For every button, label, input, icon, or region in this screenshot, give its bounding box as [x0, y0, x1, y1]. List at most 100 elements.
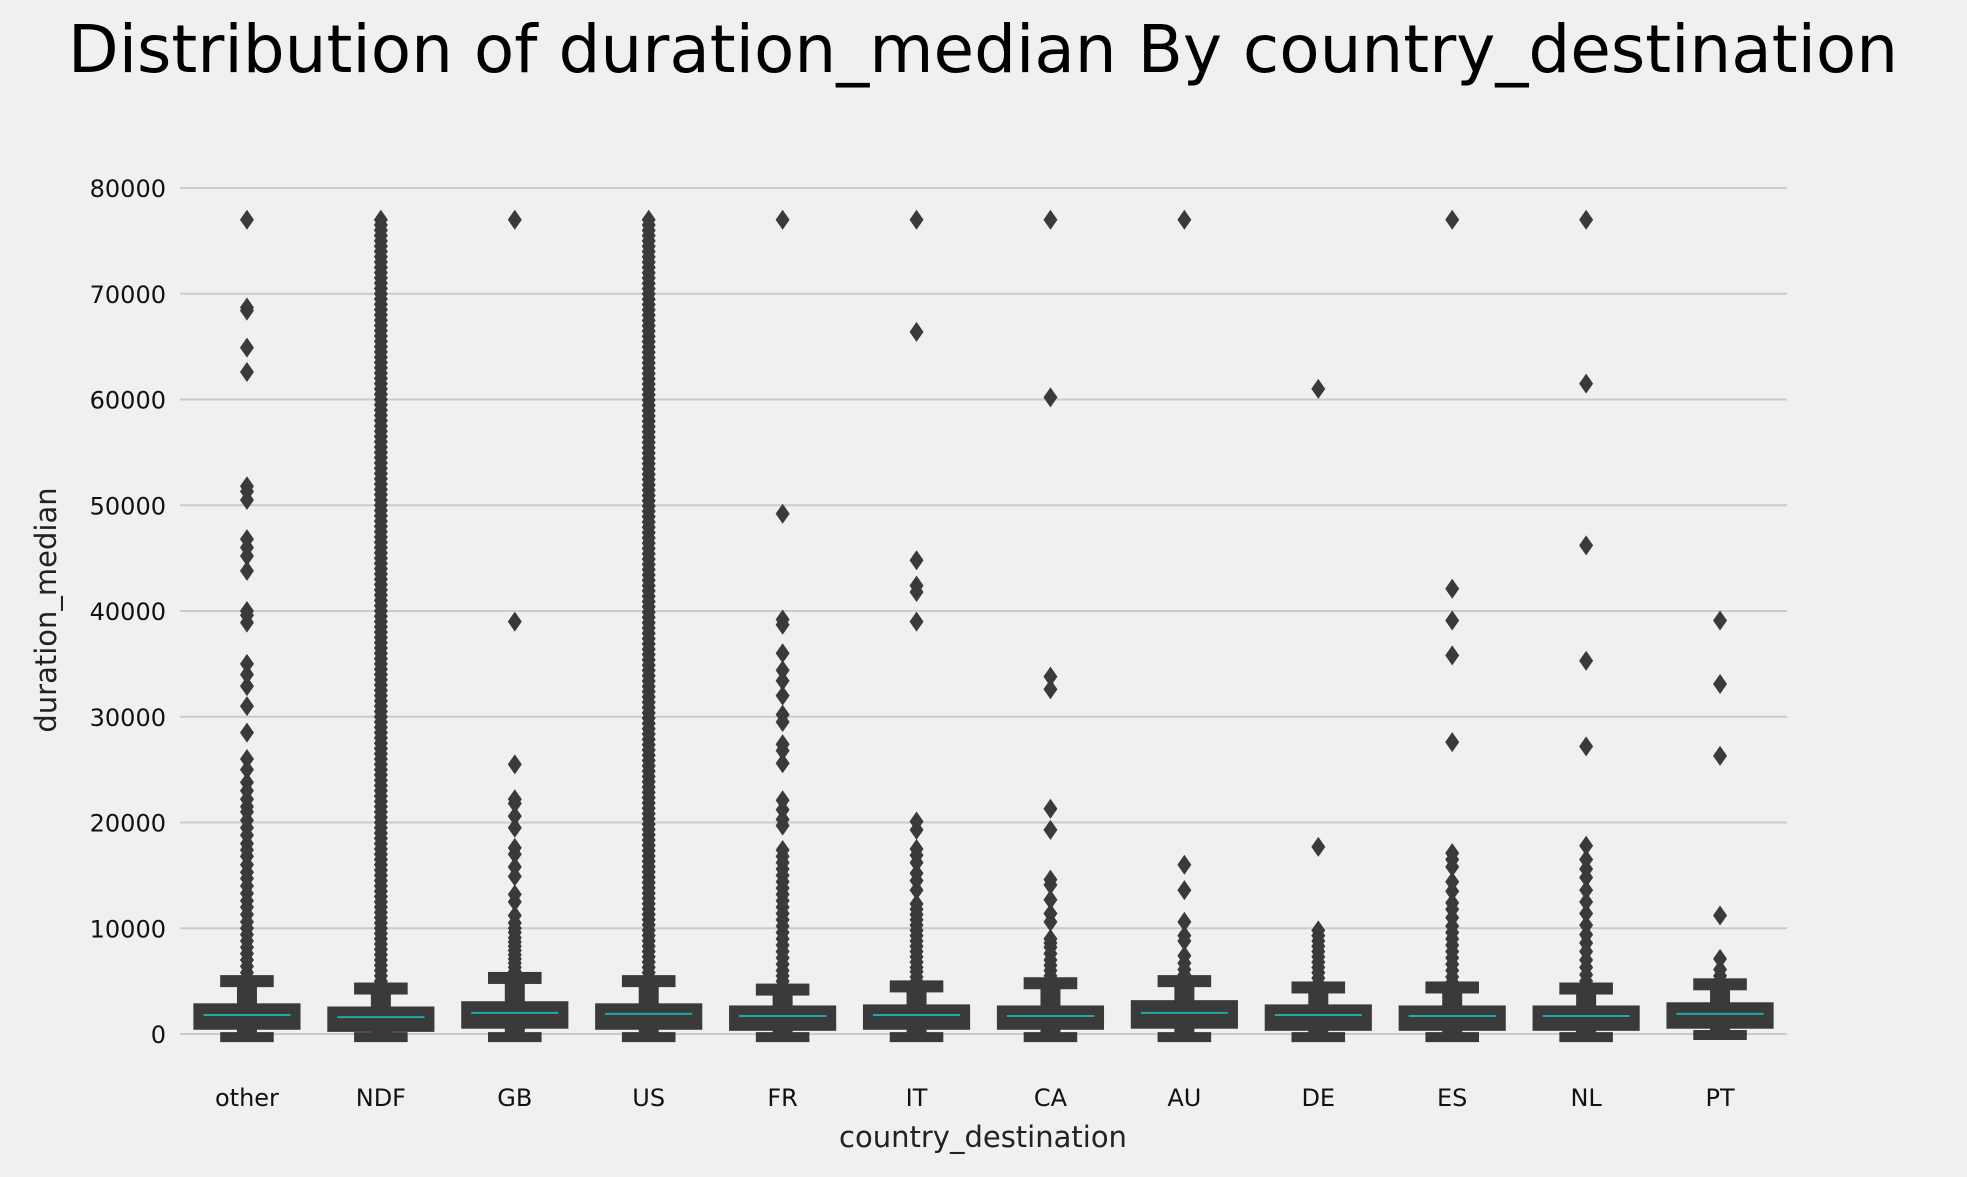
outlier-point — [507, 817, 522, 838]
outlier-point — [373, 209, 388, 230]
iqr-box — [1398, 1005, 1506, 1031]
outlier-point — [775, 670, 790, 691]
outlier-point — [1445, 732, 1460, 753]
outlier-point — [239, 362, 254, 383]
outlier-point — [507, 891, 522, 912]
outlier-point — [1713, 745, 1728, 766]
box-ndf — [327, 209, 435, 1043]
outlier-point — [909, 819, 924, 840]
outlier-point — [909, 550, 924, 571]
outlier-point — [1579, 535, 1594, 556]
whisker-cap-bottom — [1559, 1032, 1613, 1043]
outlier-point — [507, 754, 522, 775]
outlier-point — [909, 321, 924, 342]
iqr-box — [1130, 1000, 1238, 1029]
outlier-point — [507, 866, 522, 887]
outlier-point — [1177, 911, 1192, 932]
outlier-point — [775, 753, 790, 774]
outlier-point — [239, 676, 254, 697]
y-tick-label: 80000 — [90, 175, 166, 203]
whisker-cap-top — [1425, 981, 1479, 994]
x-tick-label: CA — [1034, 1084, 1068, 1112]
outlier-point — [239, 337, 254, 358]
whisker-cap-bottom — [755, 1032, 810, 1043]
box-series — [193, 209, 1774, 1043]
outlier-point — [239, 696, 254, 717]
outlier-point — [239, 664, 254, 685]
outlier-point — [1177, 209, 1192, 230]
outlier-point — [1445, 209, 1460, 230]
outlier-point — [239, 300, 254, 321]
whisker-cap-top — [1023, 977, 1078, 990]
whisker-cap-top — [621, 975, 676, 988]
x-axis-label: country_destination — [839, 1120, 1127, 1154]
outlier-point — [507, 209, 522, 230]
outlier-point — [1311, 836, 1326, 857]
outlier-point — [1579, 835, 1594, 856]
whisker-cap-top — [354, 982, 408, 995]
outlier-point — [909, 611, 924, 632]
whisker-cap-bottom — [488, 1032, 542, 1043]
box-us — [595, 209, 703, 1043]
outlier-point — [239, 722, 254, 743]
outlier-point — [1177, 880, 1192, 901]
outlier-point — [909, 852, 924, 873]
whisker-cap-top — [755, 983, 810, 996]
whisker-cap-top — [488, 971, 542, 984]
outlier-point — [507, 611, 522, 632]
x-tick-label: NL — [1570, 1084, 1602, 1112]
x-tick-label: DE — [1301, 1084, 1335, 1112]
outlier-point — [1579, 891, 1594, 912]
box-other — [193, 209, 301, 1043]
outlier-point — [641, 209, 656, 230]
whisker-cap-bottom — [354, 1032, 408, 1043]
y-tick-label: 70000 — [90, 281, 166, 309]
outlier-point — [1579, 209, 1594, 230]
box-de — [1264, 378, 1372, 1043]
outlier-point — [1177, 930, 1192, 951]
x-tick-label: other — [215, 1084, 279, 1112]
outlier-point — [239, 489, 254, 510]
whisker-cap-top — [1291, 981, 1346, 994]
box-fr — [729, 209, 837, 1043]
outlier-point — [1445, 610, 1460, 631]
iqr-box — [862, 1004, 971, 1030]
box-au — [1130, 209, 1238, 1043]
outlier-point — [507, 806, 522, 827]
outlier-point — [1713, 610, 1728, 631]
box-gb — [461, 209, 569, 1043]
x-tick-label: ES — [1437, 1084, 1467, 1112]
whisker-cap-top — [220, 975, 274, 988]
whisker-cap-top — [889, 980, 944, 993]
outlier-point — [1043, 819, 1058, 840]
outlier-point — [1713, 948, 1728, 969]
iqr-box — [729, 1005, 837, 1031]
outlier-point — [1445, 856, 1460, 877]
box-ca — [996, 209, 1105, 1043]
outlier-point — [775, 614, 790, 635]
box-es — [1398, 209, 1506, 1043]
outlier-point — [1579, 736, 1594, 757]
x-tick-label: GB — [497, 1084, 532, 1112]
iqr-box — [1666, 1002, 1774, 1029]
whisker-cap-bottom — [1693, 1030, 1747, 1040]
box-nl — [1532, 209, 1640, 1043]
whisker-cap-top — [1559, 982, 1613, 995]
outlier-point — [1043, 874, 1058, 895]
outlier-point — [239, 612, 254, 633]
y-axis-ticks: 0 10000 20000 30000 40000 50000 60000 70000 8000… — [90, 175, 166, 1049]
outlier-point — [909, 581, 924, 602]
iqr-box — [1264, 1004, 1372, 1031]
whisker-cap-bottom — [1023, 1032, 1078, 1043]
outlier-point — [239, 546, 254, 567]
outlier-point — [1579, 903, 1594, 924]
whisker-cap-bottom — [1425, 1032, 1479, 1043]
outlier-point — [1445, 578, 1460, 599]
outlier-point — [507, 793, 522, 814]
whisker-cap-top — [1157, 975, 1212, 988]
outlier-point — [1713, 673, 1728, 694]
outlier-point — [775, 209, 790, 230]
outlier-point — [239, 749, 254, 770]
